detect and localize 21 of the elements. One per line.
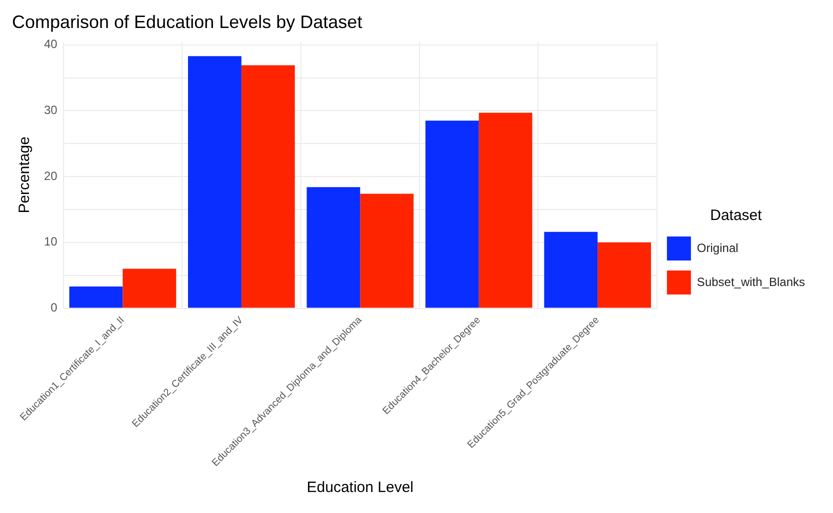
bar xyxy=(241,65,295,308)
y-tick-label: 30 xyxy=(44,103,58,118)
bar xyxy=(306,187,360,308)
y-tick-label: 40 xyxy=(44,37,58,52)
legend-label: Original xyxy=(696,240,738,255)
y-tick-label: 0 xyxy=(50,300,58,315)
legend-label: Subset_with_Blanks xyxy=(696,274,806,289)
bar xyxy=(122,268,176,308)
bar xyxy=(478,112,532,308)
x-axis-title: Education Level xyxy=(306,479,414,496)
legend-title: Dataset xyxy=(710,207,763,224)
bar xyxy=(360,194,414,308)
y-axis-title: Percentage xyxy=(16,136,34,214)
bar xyxy=(598,242,651,308)
bar xyxy=(69,286,123,308)
bar xyxy=(544,232,598,308)
y-tick-label: 10 xyxy=(44,234,58,249)
chart-title: Comparison of Education Levels by Dataset xyxy=(12,12,362,32)
y-tick-label: 20 xyxy=(44,168,58,183)
bar xyxy=(425,120,479,308)
bar xyxy=(188,56,242,308)
